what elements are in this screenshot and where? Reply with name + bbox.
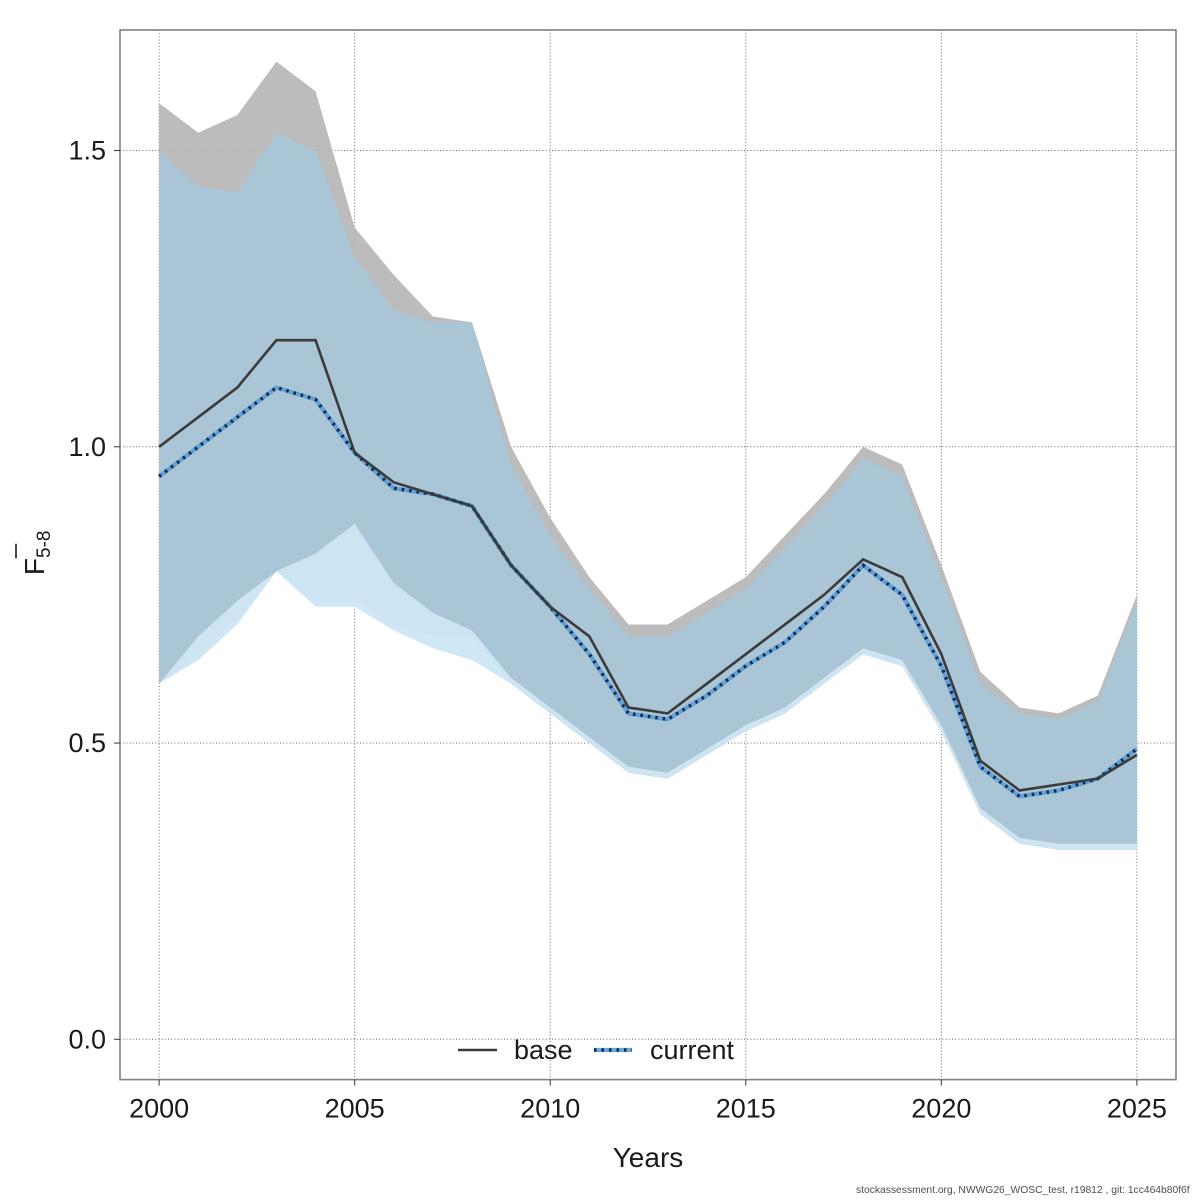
svg-text:2020: 2020 bbox=[911, 1094, 971, 1124]
svg-text:base: base bbox=[514, 1035, 573, 1065]
svg-text:Years: Years bbox=[613, 1142, 684, 1173]
svg-text:0.0: 0.0 bbox=[68, 1024, 106, 1054]
svg-text:2005: 2005 bbox=[325, 1094, 385, 1124]
svg-text:current: current bbox=[650, 1035, 735, 1065]
svg-text:1.0: 1.0 bbox=[68, 432, 106, 462]
svg-text:0.5: 0.5 bbox=[68, 728, 106, 758]
svg-text:2025: 2025 bbox=[1107, 1094, 1167, 1124]
svg-text:2015: 2015 bbox=[716, 1094, 776, 1124]
svg-text:stockassessment.org, NWWG26_WO: stockassessment.org, NWWG26_WOSC_test, r… bbox=[856, 1185, 1190, 1196]
svg-text:2000: 2000 bbox=[129, 1094, 189, 1124]
svg-text:1.5: 1.5 bbox=[68, 136, 106, 166]
svg-text:2010: 2010 bbox=[520, 1094, 580, 1124]
